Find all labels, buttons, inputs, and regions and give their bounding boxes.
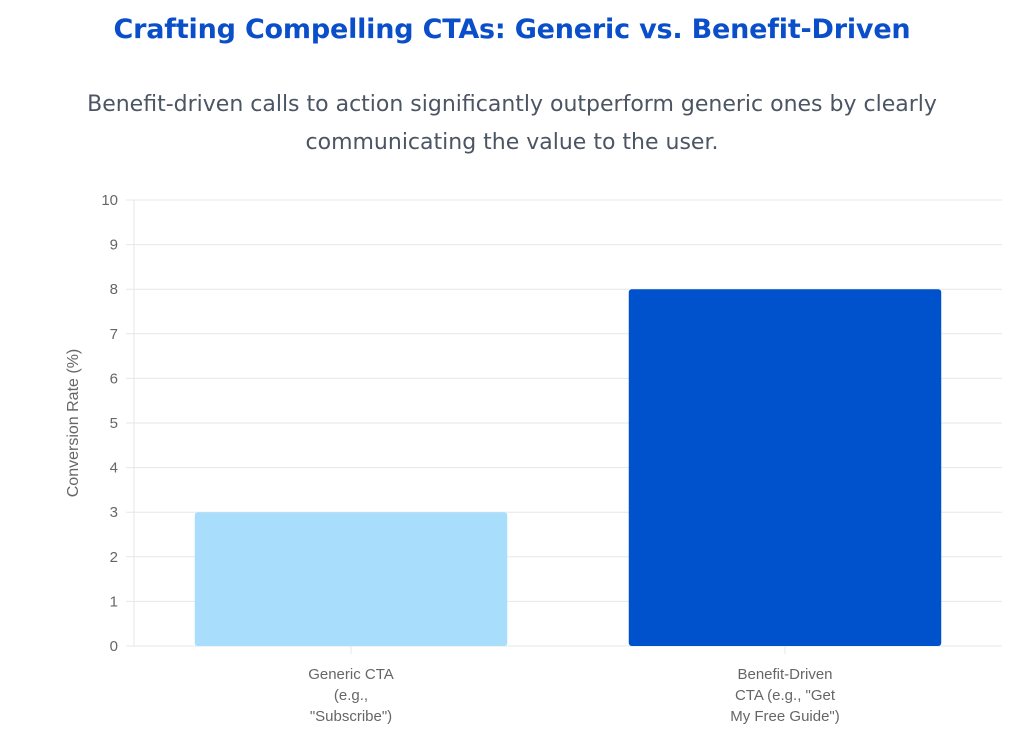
x-tick-label: (e.g., [334, 687, 368, 704]
y-tick-label: 3 [110, 504, 118, 521]
y-axis-label: Conversion Rate (%) [65, 349, 82, 498]
x-tick-label: My Free Guide") [730, 708, 840, 725]
chart-title: Crafting Compelling CTAs: Generic vs. Be… [113, 14, 911, 45]
y-tick-label: 1 [110, 593, 118, 610]
y-tick-label: 10 [101, 192, 118, 209]
y-tick-label: 4 [110, 460, 118, 477]
y-tick-label: 5 [110, 415, 118, 432]
x-tick-label: CTA (e.g., "Get [735, 687, 836, 704]
x-axis-ticks: Generic CTA (e.g., "Subscribe") Benefit-Dri… [308, 646, 840, 725]
y-tick-label: 8 [110, 281, 118, 298]
y-tick-label: 9 [110, 237, 118, 254]
bars [194, 289, 942, 646]
x-tick-label: Generic CTA [308, 666, 394, 683]
x-tick-label: Benefit-Driven [737, 666, 832, 683]
bar [628, 289, 942, 646]
y-tick-label: 0 [110, 638, 118, 655]
x-tick-label: "Subscribe") [310, 708, 392, 725]
bar [194, 512, 508, 646]
y-axis-ticks: 0 1 2 3 4 5 6 7 8 9 10 [101, 192, 118, 655]
y-tick-label: 7 [110, 326, 118, 343]
chart-subtitle: Benefit-driven calls to action significa… [87, 92, 937, 155]
y-tick-label: 2 [110, 549, 118, 566]
y-tick-label: 6 [110, 370, 118, 387]
